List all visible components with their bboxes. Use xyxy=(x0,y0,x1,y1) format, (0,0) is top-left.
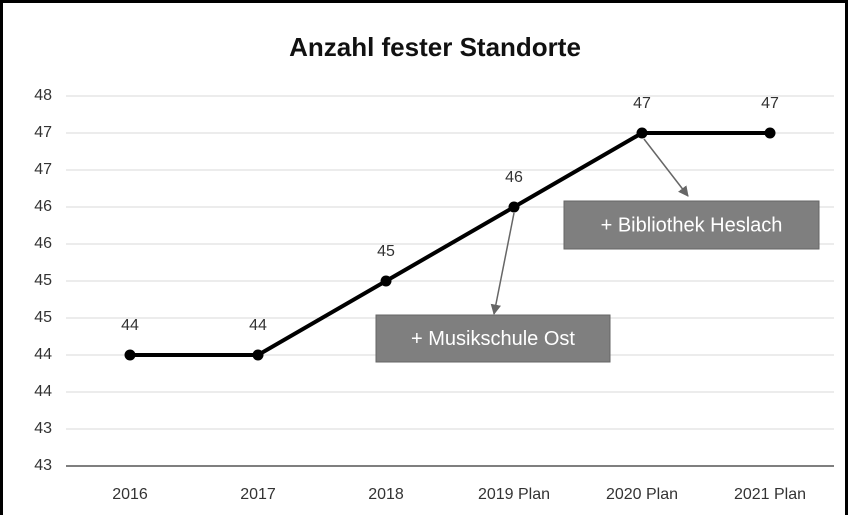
y-tick-label: 46 xyxy=(34,198,52,215)
x-tick-label: 2018 xyxy=(368,486,404,503)
y-tick-label: 45 xyxy=(34,272,52,289)
y-tick-label: 47 xyxy=(34,161,52,178)
x-tick-label: 2019 Plan xyxy=(478,486,550,503)
x-tick-label: 2020 Plan xyxy=(606,486,678,503)
y-tick-label: 45 xyxy=(34,309,52,326)
data-label: 44 xyxy=(249,317,267,334)
point xyxy=(380,275,392,287)
y-tick-label: 44 xyxy=(34,383,52,400)
x-tick-label: 2017 xyxy=(240,486,276,503)
point xyxy=(124,349,136,361)
point xyxy=(636,127,648,139)
chart-title: Anzahl fester Standorte xyxy=(289,32,581,62)
y-tick-label: 44 xyxy=(34,346,52,363)
data-label: 47 xyxy=(633,95,651,112)
y-tick-label: 43 xyxy=(34,420,52,437)
y-tick-label: 47 xyxy=(34,124,52,141)
y-tick-label: 43 xyxy=(34,457,52,474)
annotation-arrow xyxy=(490,212,515,316)
annotation-text: + Bibliothek Heslach xyxy=(601,214,783,236)
line xyxy=(130,131,770,357)
data-label: 47 xyxy=(761,95,779,112)
data-label: 44 xyxy=(121,317,139,334)
x-tick-label: 2016 xyxy=(112,486,148,503)
y-tick-label: 48 xyxy=(34,87,52,104)
annotation-box xyxy=(375,314,611,363)
y-tick-label: 46 xyxy=(34,235,52,252)
point xyxy=(764,127,776,139)
x-tick-label: 2021 Plan xyxy=(734,486,806,503)
data-label: 45 xyxy=(377,243,395,260)
annotation-arrow xyxy=(643,138,689,197)
data-label: 46 xyxy=(505,169,523,186)
point xyxy=(252,349,264,361)
annotation-text: + Musikschule Ost xyxy=(411,328,575,350)
point xyxy=(508,201,520,213)
annotation-box xyxy=(563,200,820,250)
